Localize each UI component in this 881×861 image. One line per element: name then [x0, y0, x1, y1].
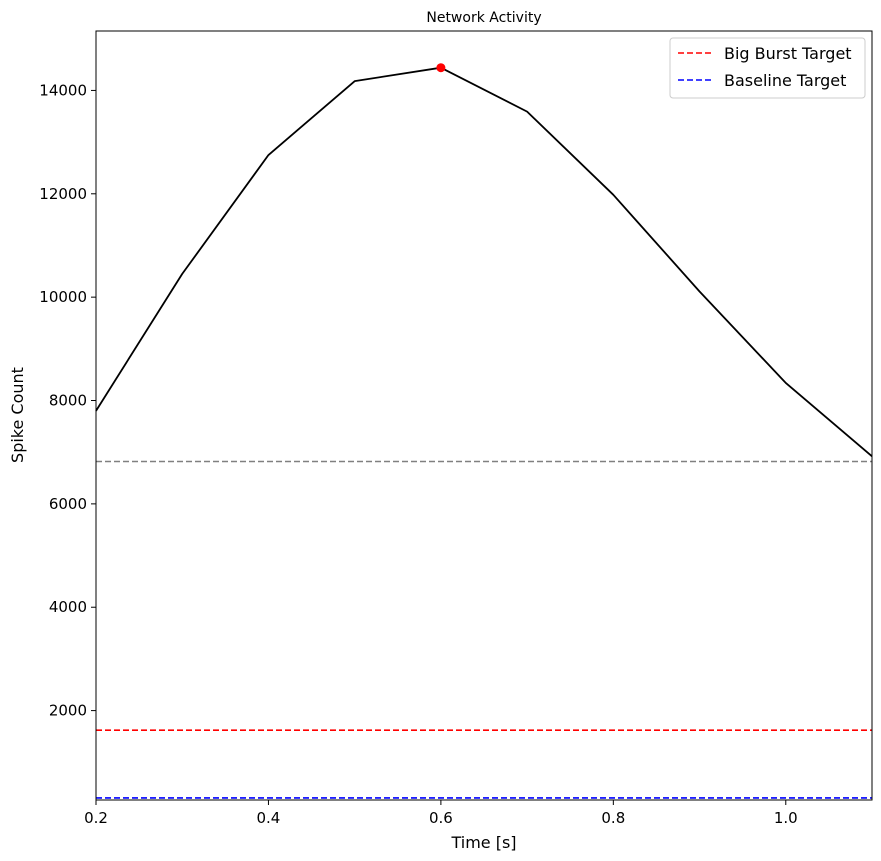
- x-axis-label: Time [s]: [450, 833, 516, 852]
- peak-marker: [436, 63, 446, 73]
- x-tick-label: 0.8: [601, 809, 625, 827]
- x-tick-label: 1.0: [774, 809, 798, 827]
- legend: Big Burst Target Baseline Target: [669, 37, 866, 99]
- y-tick-label: 4000: [49, 598, 87, 616]
- x-tick-label: 0.2: [84, 809, 108, 827]
- y-tick-label: 12000: [39, 185, 87, 203]
- legend-box: [669, 37, 866, 99]
- y-axis-label: Spike Count: [8, 367, 27, 463]
- y-tick-label: 8000: [49, 392, 87, 410]
- axes-frame: [95, 30, 873, 801]
- x-axis: 0.2 0.4 0.6 0.8 1.0: [84, 800, 798, 827]
- y-tick-label: 14000: [39, 81, 87, 99]
- chart-title: Network Activity: [426, 10, 541, 26]
- y-tick-label: 6000: [49, 495, 87, 513]
- x-tick-label: 0.4: [257, 809, 281, 827]
- x-tick-label: 0.6: [429, 809, 453, 827]
- y-tick-label: 10000: [39, 288, 87, 306]
- series-line-0: [95, 66, 873, 458]
- plot-area: [95, 63, 873, 799]
- legend-label: Big Burst Target: [724, 44, 852, 63]
- y-axis: 2000 4000 6000 8000 10000 12000 14000: [39, 81, 96, 720]
- y-tick-label: 2000: [49, 702, 87, 720]
- legend-label: Baseline Target: [724, 71, 846, 90]
